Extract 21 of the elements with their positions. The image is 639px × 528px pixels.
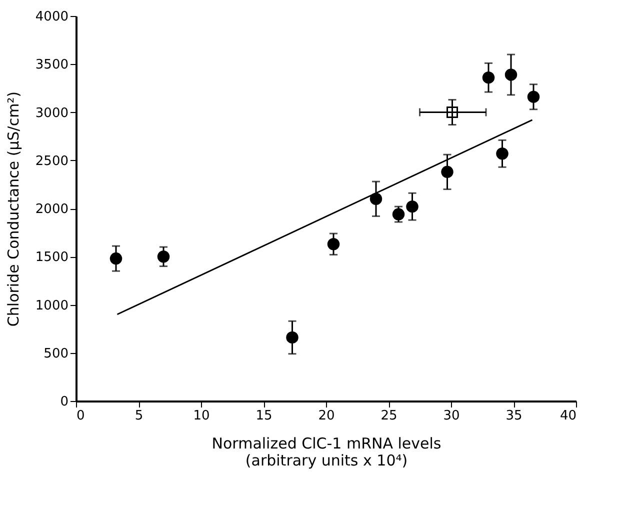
point xyxy=(446,106,458,118)
x-tick-label: 40 xyxy=(560,408,576,424)
y-tick-label: 1000 xyxy=(35,298,68,314)
y-axis-title: Chloride Conductance (μS/cm²) xyxy=(4,91,22,327)
x-tick-label: 30 xyxy=(443,408,460,424)
x-tick-label: 5 xyxy=(134,408,144,424)
y-tick-label: 3000 xyxy=(35,106,68,121)
y-tick-label: 500 xyxy=(44,346,68,362)
x-tick-label: 0 xyxy=(76,408,85,424)
y-tick-label: 4000 xyxy=(35,10,68,24)
y-tick-label: 2500 xyxy=(35,154,68,169)
x-tick-label: 20 xyxy=(318,408,335,424)
y-tick-label: 3500 xyxy=(35,58,68,73)
y-tick-label: 1500 xyxy=(35,250,68,266)
x-axis-title: Normalized ClC-1 mRNA levels (arbitrary units x 10⁴) xyxy=(212,434,442,470)
y-tick-label: 0 xyxy=(60,394,68,410)
x-tick-label: 15 xyxy=(256,408,272,424)
y-tick-label: 2000 xyxy=(35,202,68,217)
x-tick-label: 10 xyxy=(193,408,210,424)
x-tick-label: 35 xyxy=(506,408,522,424)
x-tick-label: 25 xyxy=(380,408,398,424)
